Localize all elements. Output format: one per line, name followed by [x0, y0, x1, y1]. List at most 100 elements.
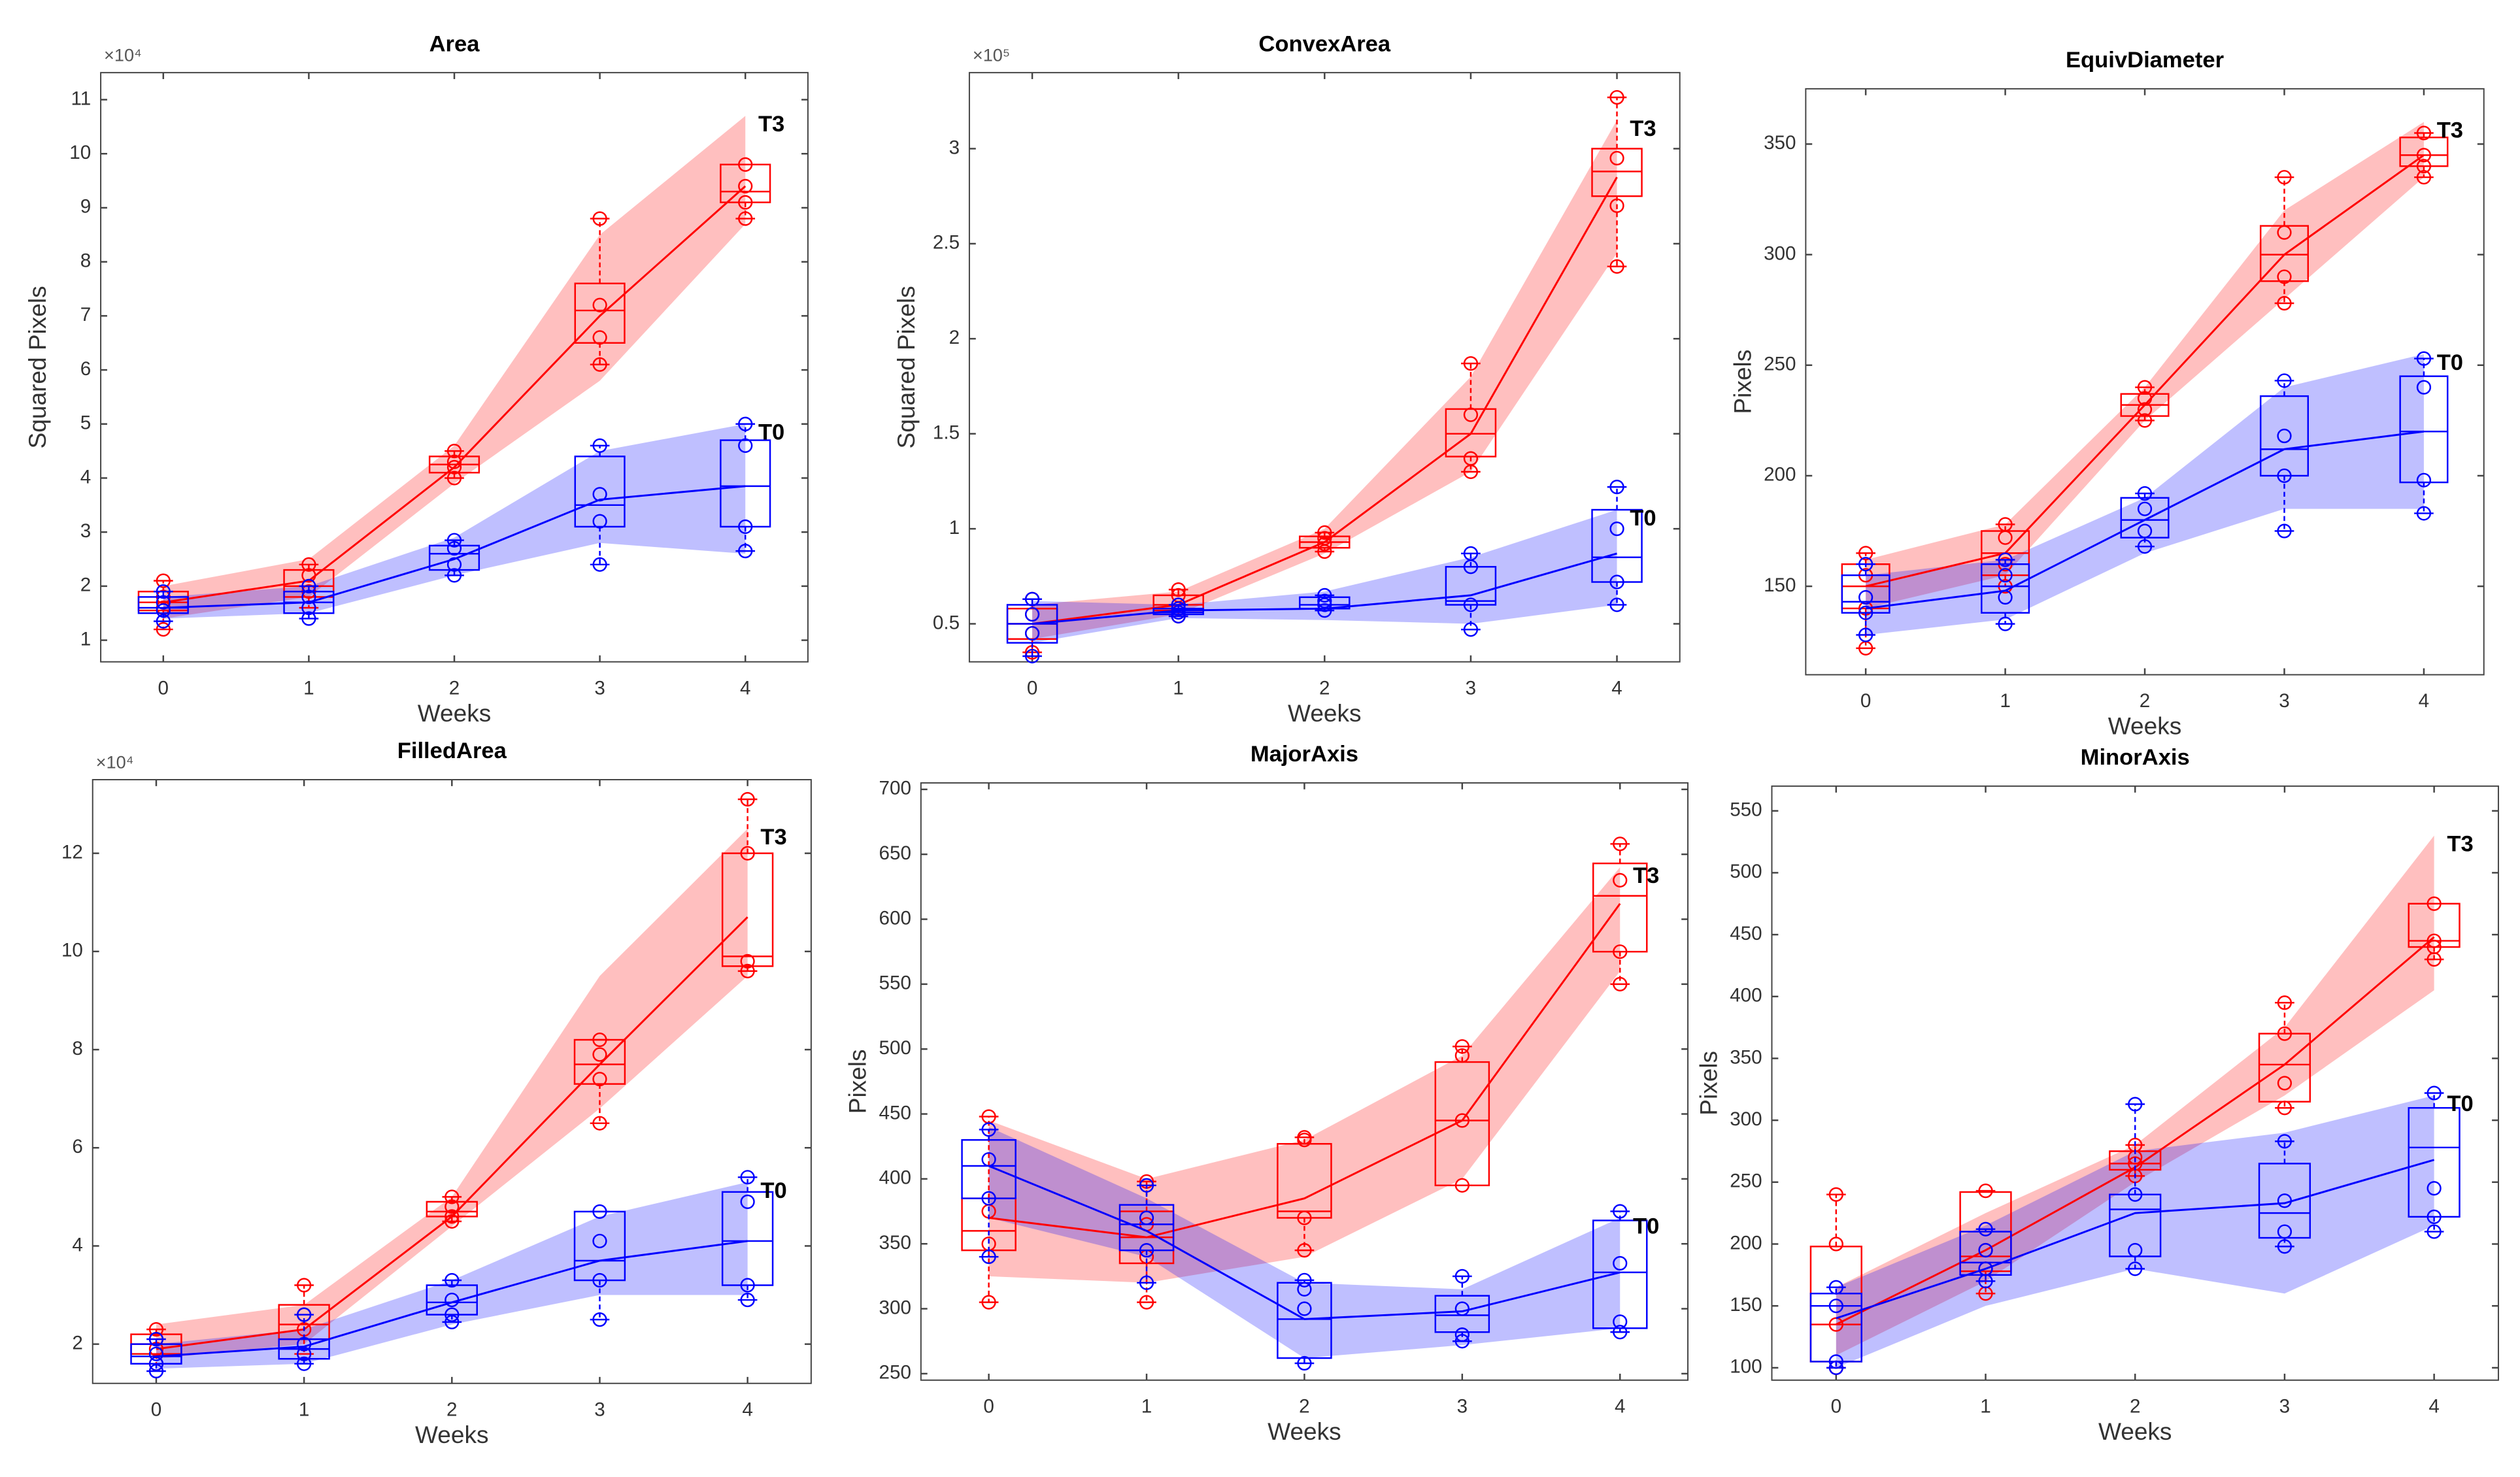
- data-point: [592, 1233, 607, 1249]
- y-tick-label: 600: [879, 907, 911, 929]
- x-tick-label: 1: [299, 1399, 309, 1421]
- y-tick-label: 3: [949, 137, 960, 158]
- data-point: [1463, 356, 1479, 371]
- x-tick-label: 3: [1457, 1396, 1468, 1418]
- data-point: [592, 1032, 607, 1048]
- x-tick-label: 3: [2279, 690, 2289, 712]
- y-axis-label: Squared Pixels: [24, 286, 51, 448]
- data-point: [1998, 517, 2013, 532]
- y-tick-label: 2.5: [933, 232, 960, 254]
- subplot: 0.5 1 1.5 2 2.5 3 0 1 2 3 4 T3 T0 ConvexArea Weeks Squa…: [892, 31, 1681, 727]
- series-label: T0: [760, 1178, 786, 1203]
- data-point: [2427, 1209, 2442, 1224]
- data-point: [446, 443, 462, 459]
- x-tick-label: 2: [1299, 1396, 1309, 1418]
- series-label: T0: [1630, 506, 1656, 531]
- data-point: [301, 600, 316, 616]
- mean-line: [988, 1165, 1621, 1320]
- plot-area: [1771, 785, 2499, 1381]
- data-point: [738, 157, 753, 172]
- data-point: [2427, 896, 2442, 911]
- data-point: [2277, 170, 2292, 185]
- data-point: [738, 416, 753, 431]
- data-point: [1317, 597, 1332, 612]
- data-point: [2427, 1224, 2442, 1239]
- subplot: 150 200 250 300 350 0 1 2 3 4 T3 T0 EquivDiameter Wee…: [1728, 48, 2485, 740]
- data-point: [1828, 1236, 1843, 1252]
- data-point: [1978, 1183, 1993, 1199]
- data-point: [1613, 976, 1628, 991]
- data-point: [1454, 1327, 1470, 1342]
- y-tick-label: 500: [879, 1037, 911, 1059]
- data-point: [2416, 380, 2432, 395]
- y-tick-label: 450: [879, 1102, 911, 1123]
- data-point: [297, 1356, 312, 1371]
- x-tick-label: 2: [1319, 677, 1330, 699]
- data-point: [1609, 150, 1624, 166]
- data-point: [148, 1346, 164, 1361]
- x-tick-label: 3: [1466, 677, 1476, 699]
- y-tick-label: 500: [1730, 861, 1762, 882]
- data-point: [446, 540, 462, 556]
- box: [1591, 508, 1643, 583]
- box: [1981, 563, 2030, 614]
- data-point: [592, 557, 607, 572]
- x-tick-label: 2: [449, 677, 460, 699]
- y-tick-label: 6: [80, 358, 91, 380]
- y-tick-label: 4: [72, 1234, 82, 1255]
- box: [573, 1210, 626, 1282]
- chart-title: MajorAxis: [1251, 742, 1358, 767]
- data-point: [1317, 588, 1332, 603]
- data-point: [1613, 1204, 1628, 1219]
- data-point: [1297, 1243, 1312, 1258]
- data-point: [297, 1278, 312, 1293]
- data-point: [301, 589, 316, 605]
- data-point: [592, 487, 607, 502]
- box: [720, 163, 771, 203]
- y-tick-label: 1: [949, 517, 960, 539]
- x-tick-label: 0: [158, 677, 169, 699]
- data-point: [592, 1116, 607, 1131]
- data-point: [981, 1249, 996, 1265]
- y-tick-label: 200: [1730, 1232, 1762, 1253]
- data-point: [156, 573, 171, 588]
- data-point: [738, 438, 753, 453]
- y-tick-label: 150: [1730, 1294, 1762, 1316]
- data-point: [981, 1295, 996, 1310]
- x-tick-label: 4: [1615, 1396, 1625, 1418]
- mean-line: [1865, 430, 2425, 610]
- y-tick-label: 350: [879, 1232, 911, 1253]
- data-point: [1454, 1048, 1470, 1063]
- data-point: [1139, 1178, 1154, 1193]
- data-point: [1858, 627, 1873, 642]
- data-point: [2128, 1261, 2143, 1276]
- box: [2408, 1106, 2461, 1218]
- data-point: [1463, 451, 1479, 466]
- x-tick-label: 4: [2419, 690, 2429, 712]
- data-point: [2137, 486, 2153, 501]
- data-point: [1828, 1187, 1843, 1202]
- box: [1445, 566, 1497, 606]
- data-point: [1317, 593, 1332, 608]
- y-tick-label: 6: [72, 1136, 82, 1157]
- data-point: [1858, 546, 1873, 561]
- y-tick-label: 350: [1764, 132, 1796, 154]
- x-axis-label: Weeks: [2098, 1418, 2172, 1445]
- data-point: [740, 1170, 755, 1185]
- data-point: [1978, 1261, 1993, 1276]
- mean-line: [1865, 154, 2425, 588]
- data-point: [1998, 552, 2013, 567]
- data-point: [740, 1278, 755, 1293]
- y-tick-label: 400: [1730, 985, 1762, 1006]
- data-point: [2277, 373, 2292, 388]
- y-tick-label: 200: [1764, 464, 1796, 486]
- data-point: [445, 1189, 460, 1204]
- data-point: [1139, 1210, 1154, 1225]
- data-point: [301, 578, 316, 593]
- data-point: [592, 1204, 607, 1219]
- x-tick-label: 1: [1980, 1396, 1991, 1418]
- y-axis-label: Squared Pixels: [892, 286, 920, 448]
- y-tick-label: 12: [61, 841, 83, 863]
- confidence-band: [156, 1182, 748, 1369]
